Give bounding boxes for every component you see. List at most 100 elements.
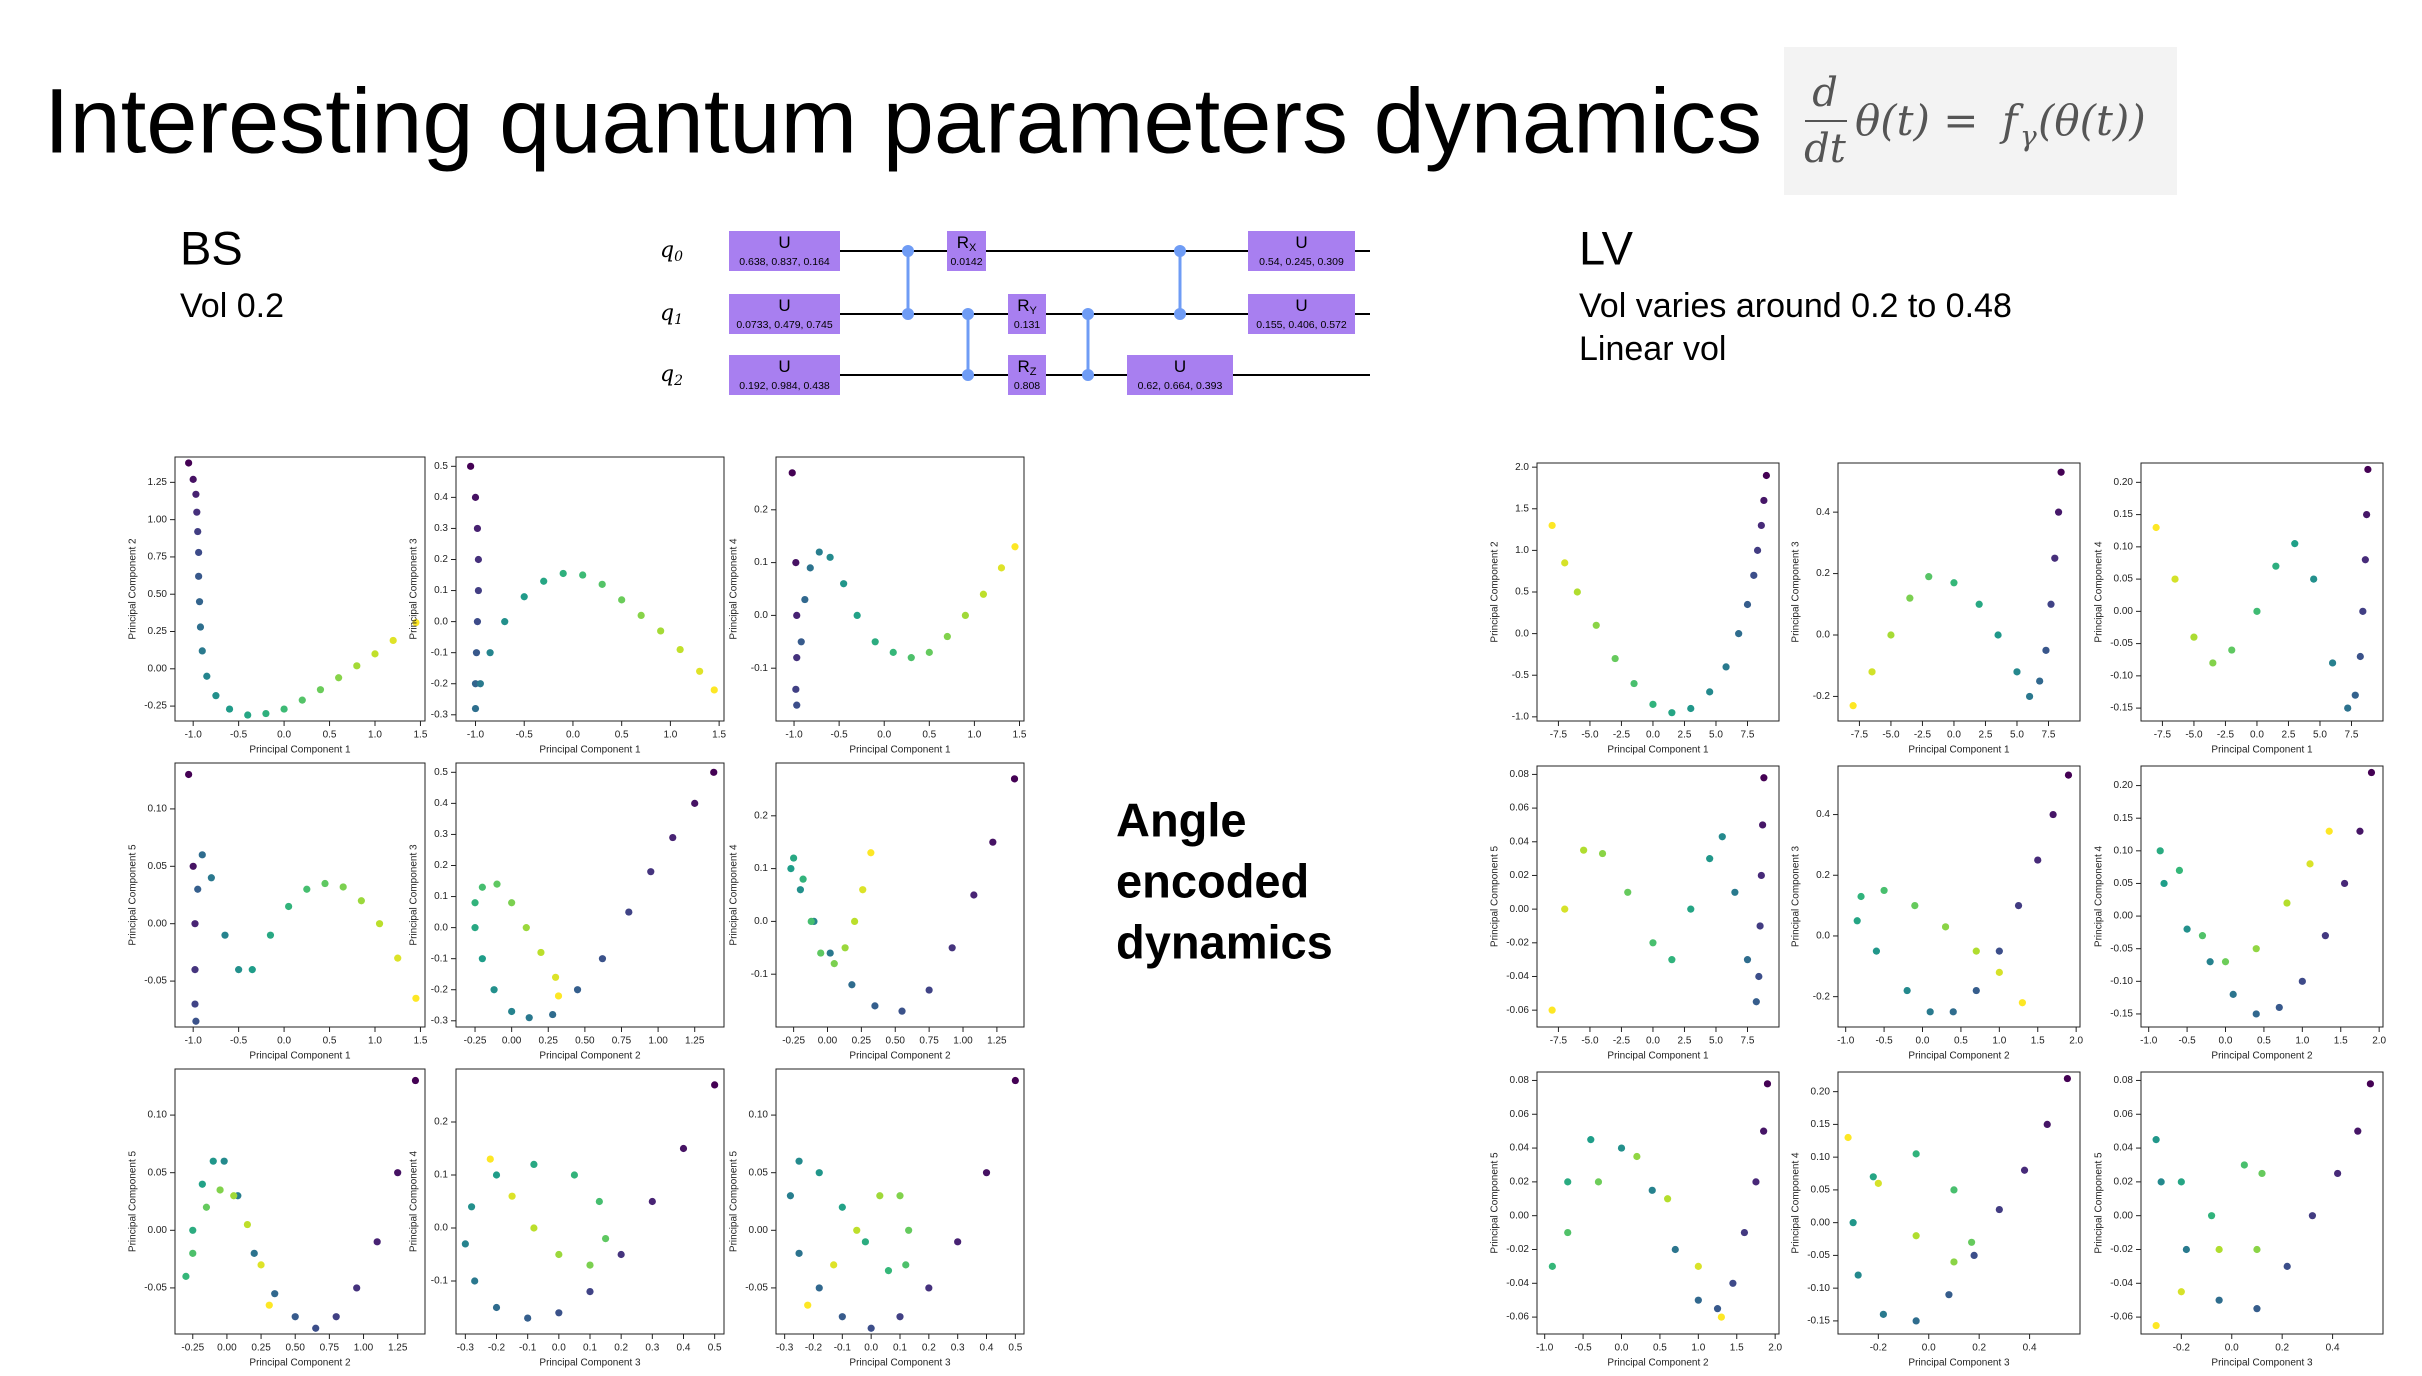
x-tick-label: 2.5 (2282, 730, 2296, 741)
y-tick-label: 0.10 (148, 1110, 168, 1121)
x-tick-label: 0.2 (614, 1343, 628, 1354)
y-tick-label: -0.05 (745, 1283, 768, 1294)
scatter-point (265, 1301, 273, 1309)
scatter-point (2252, 945, 2260, 953)
y-tick-label: 0.06 (1510, 803, 1530, 814)
y-tick-label: 0.2 (1816, 870, 1830, 881)
scatter-point (490, 986, 498, 994)
y-tick-label: 0.0 (754, 916, 768, 927)
y-tick-label: 0.1 (434, 1170, 448, 1181)
scatter-point (212, 692, 220, 700)
scatter-point (648, 1197, 656, 1206)
gate (1127, 355, 1233, 395)
scatter-point (943, 632, 951, 641)
scatter-point (471, 924, 479, 932)
y-tick-label: 0.02 (2114, 1177, 2134, 1188)
scatter-point (373, 1238, 381, 1246)
scatter-point (1972, 947, 1980, 955)
y-tick-label: 0.00 (1811, 1217, 1831, 1228)
scatter-point (257, 1261, 265, 1269)
y-tick-label: 0.1 (434, 891, 448, 902)
scatter-point (220, 1157, 228, 1165)
scatter-point (467, 462, 475, 470)
scatter-chart: -7.5 -5.0 -2.5 0.0 2.5 5.0 7.5 -0.2 0.0 0.2 0.4 Pri… (1791, 462, 2081, 756)
scatter-point (198, 851, 206, 859)
scatter-point (191, 920, 199, 928)
x-tick-label: 0.5 (1954, 1036, 1968, 1047)
scatter-point (471, 1277, 479, 1285)
y-tick-label: -0.10 (1807, 1283, 1830, 1294)
scatter-point (191, 966, 199, 974)
y-tick-label: 0.1 (754, 557, 768, 568)
y-tick-label: 0.1 (754, 863, 768, 874)
y-axis-label: Principal Component 5 (2094, 1152, 2105, 1254)
scatter-point (2275, 1003, 2283, 1012)
y-axis-label: Principal Component 3 (1791, 541, 1802, 643)
scatter-point (522, 924, 530, 932)
scatter-point (335, 674, 343, 682)
scatter-point (2177, 1288, 2185, 1296)
formula: d dt θ(t) = f γ (θ(t)) (1804, 70, 2146, 172)
scatter-point (194, 527, 202, 536)
scatter-point (804, 1301, 812, 1309)
gate-name: RZ (1017, 357, 1036, 377)
center-note-line: Angle (1116, 793, 1247, 846)
scatter-point (1648, 1186, 1656, 1194)
y-tick-label: 2.0 (1515, 462, 1529, 473)
scatter-point (303, 885, 311, 893)
cz-dot (902, 308, 914, 320)
gate (729, 294, 840, 334)
scatter-point (1849, 702, 1857, 710)
y-tick-label: -0.1 (751, 663, 769, 674)
scatter-point (859, 886, 867, 894)
y-axis-label: Principal Component 4 (409, 1150, 420, 1252)
plot-area (775, 1068, 1025, 1335)
scatter-point (2356, 652, 2364, 661)
scatter-point (1995, 1205, 2003, 1214)
scatter-point (790, 854, 798, 862)
scatter-point (1872, 947, 1881, 955)
y-tick-label: 0.00 (2114, 911, 2134, 922)
x-tick-label: 0.2 (1972, 1343, 1986, 1354)
scatter-point (2049, 810, 2057, 819)
x-tick-label: 0.3 (951, 1343, 965, 1354)
scatter-point (291, 1313, 299, 1321)
scatter-chart: -1.0 -0.5 0.0 0.5 1.0 1.5 -0.25 0.00 0.25 0.50 0.7… (128, 456, 428, 756)
x-tick-label: 2.5 (1979, 730, 1993, 741)
x-tick-label: 0.4 (980, 1343, 994, 1354)
scatter-point (896, 1313, 904, 1321)
scatter-point (961, 611, 969, 620)
scatter-point (191, 1000, 199, 1008)
x-tick-label: 0.1 (583, 1343, 597, 1354)
scatter-point (1995, 968, 2003, 976)
y-tick-label: 0.0 (434, 616, 448, 627)
scatter-point (788, 469, 796, 477)
scatter-point (1949, 1008, 1957, 1016)
x-axis-label: Principal Component 1 (1607, 1051, 1709, 1062)
y-tick-label: 0.5 (434, 767, 448, 778)
scatter-point (1718, 833, 1726, 841)
scatter-point (2253, 607, 2261, 615)
scatter-point (192, 490, 200, 498)
y-tick-label: -0.05 (2110, 638, 2133, 649)
y-tick-label: -0.1 (431, 1276, 449, 1287)
gate-axis: Z (1030, 366, 1037, 378)
x-tick-label: 1.00 (648, 1036, 668, 1047)
scatter-point (230, 1192, 238, 1200)
scatter-chart: -1.0 -0.5 0.0 0.5 1.0 1.5 -0.1 0.0 0.1 0.2 Princip… (729, 456, 1027, 756)
x-tick-label: -0.2 (1870, 1343, 1888, 1354)
scatter-point (508, 899, 516, 907)
x-tick-label: -7.5 (1851, 730, 1869, 741)
scatter-point (194, 885, 202, 893)
x-tick-label: 0.5 (323, 1036, 337, 1047)
scatter-point (637, 611, 645, 620)
scatter-point (1011, 543, 1019, 551)
x-tick-label: -1.0 (467, 730, 485, 741)
y-tick-label: 0.15 (1811, 1119, 1831, 1130)
scatter-point (196, 623, 205, 631)
scatter-point (262, 709, 270, 718)
scatter-point (412, 618, 420, 627)
y-tick-label: 0.04 (2114, 1143, 2134, 1154)
y-tick-label: 1.0 (1515, 545, 1529, 556)
